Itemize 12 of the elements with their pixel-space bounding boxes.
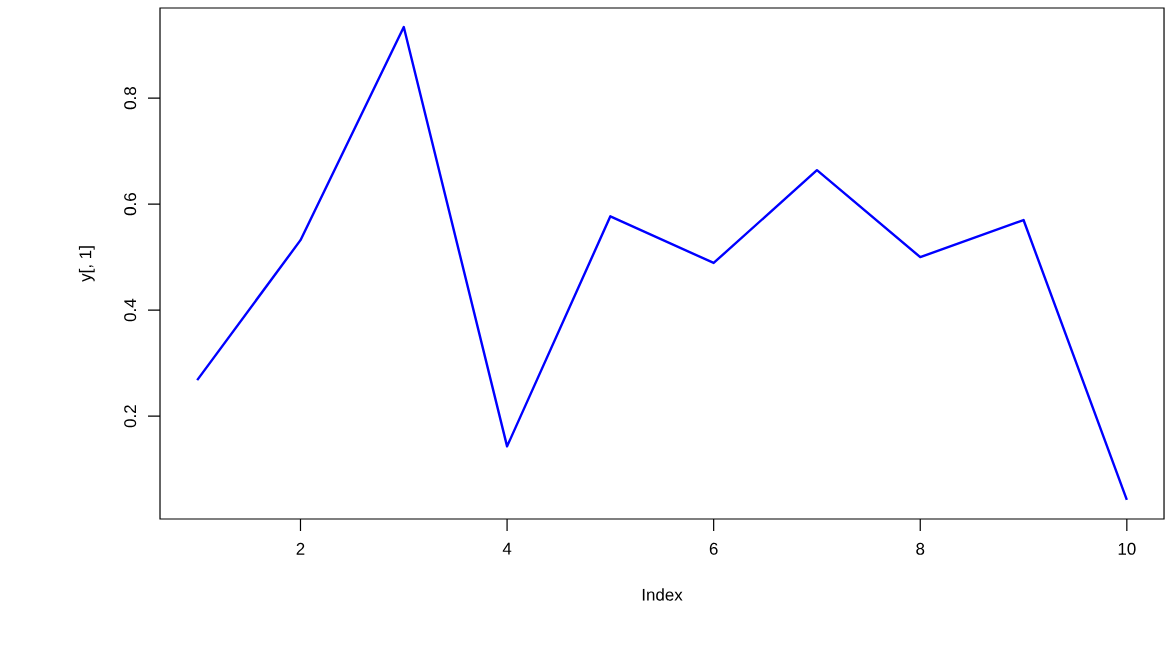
x-tick-label: 10 [1118, 542, 1136, 555]
line-series [196, 25, 1129, 502]
y-tick-label: 0.6 [124, 193, 137, 216]
y-axis-title: y[, 1] [78, 246, 95, 282]
y-tick-label: 0.8 [124, 87, 137, 110]
x-tick-label: 2 [296, 542, 305, 555]
x-tick-label: 8 [916, 542, 925, 555]
y-tick-label: 0.4 [124, 298, 137, 322]
y-tick-label: 0.2 [124, 405, 137, 428]
x-tick-label: 6 [709, 542, 718, 555]
x-tick-label: 4 [502, 542, 512, 555]
x-axis-title: Index [642, 588, 683, 601]
